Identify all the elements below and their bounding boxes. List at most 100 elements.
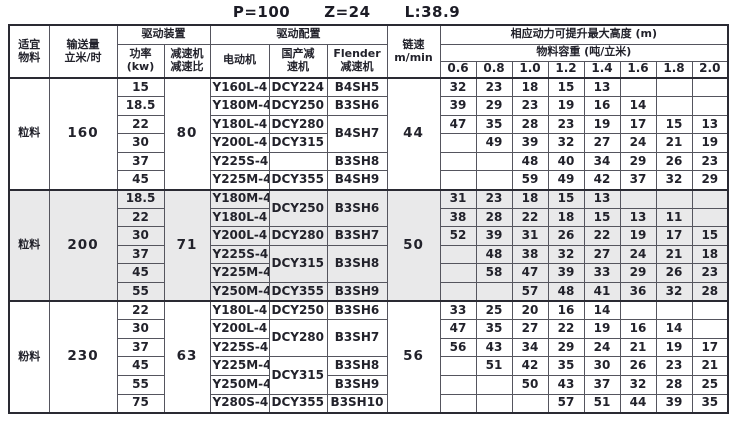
domestic-reducer-cell: DCY224: [268, 77, 328, 98]
height-cell: 32: [655, 170, 693, 191]
motor-cell: Y200L-4: [209, 319, 270, 339]
height-cell: 57: [547, 393, 585, 414]
height-cell: 22: [583, 226, 621, 246]
height-cell: [691, 77, 729, 98]
height-cell: [691, 188, 729, 209]
header-power: 功率 (kw): [116, 43, 165, 79]
domestic-reducer-cell: DCY280: [268, 114, 328, 135]
height-cell: 22: [547, 319, 585, 339]
motor-cell: Y180L-4: [209, 207, 270, 228]
domestic-reducer-cell: [268, 151, 328, 172]
flender-reducer-cell: B3SH9: [326, 375, 388, 395]
height-cell: 39: [475, 226, 513, 246]
height-cell: 28: [655, 375, 693, 395]
height-cell: 17: [691, 337, 729, 358]
height-cell: 42: [583, 170, 621, 191]
height-cell: 33: [439, 300, 477, 321]
height-cell: 13: [619, 207, 657, 228]
power-cell: 22: [116, 300, 165, 321]
height-cell: 21: [655, 244, 693, 265]
height-cell: 23: [511, 96, 549, 116]
motor-cell: Y250M-4: [209, 375, 270, 395]
chain-speed-cell: 50: [386, 188, 441, 302]
height-cell: 48: [511, 151, 549, 172]
power-cell: 55: [116, 282, 165, 302]
height-cell: 27: [583, 133, 621, 153]
height-cell: 32: [547, 133, 585, 153]
height-cell: 19: [583, 319, 621, 339]
height-cell: [439, 244, 477, 265]
height-cell: 39: [547, 263, 585, 284]
height-cell: 30: [583, 356, 621, 376]
header-domestic-reducer: 国产减 速机: [268, 43, 328, 79]
height-cell: 15: [691, 226, 729, 246]
height-cell: 47: [511, 263, 549, 284]
height-cell: 56: [439, 337, 477, 358]
power-cell: 37: [116, 244, 165, 265]
power-cell: 45: [116, 263, 165, 284]
height-cell: 47: [439, 114, 477, 135]
height-cell: 32: [547, 244, 585, 265]
height-cell: 18: [547, 207, 585, 228]
height-cell: 19: [691, 133, 729, 153]
header-density-1.6: 1.6: [619, 60, 657, 79]
power-cell: 30: [116, 133, 165, 153]
motor-cell: Y250M-4: [209, 282, 270, 302]
header-max-height: 相应动力可提升最大高度 (m): [439, 24, 729, 45]
height-cell: 29: [547, 337, 585, 358]
height-cell: 41: [583, 282, 621, 302]
domestic-reducer-cell: DCY250: [268, 300, 328, 321]
capacity-cell: 200: [48, 188, 118, 302]
flender-reducer-cell: B3SH7: [326, 226, 388, 246]
material-cell: 粉料: [8, 300, 50, 414]
height-cell: 28: [691, 282, 729, 302]
height-cell: [655, 96, 693, 116]
motor-cell: Y225S-4: [209, 244, 270, 265]
motor-cell: Y225M-4: [209, 170, 270, 191]
height-cell: 19: [619, 226, 657, 246]
flender-reducer-cell: B4SH7: [326, 114, 388, 153]
power-cell: 22: [116, 207, 165, 228]
height-cell: [619, 188, 657, 209]
height-cell: [655, 188, 693, 209]
motor-cell: Y160L-4: [209, 77, 270, 98]
height-cell: 49: [547, 170, 585, 191]
height-cell: 27: [511, 319, 549, 339]
power-cell: 18.5: [116, 188, 165, 209]
height-cell: 24: [619, 244, 657, 265]
height-cell: [475, 151, 513, 172]
motor-cell: Y225M-4: [209, 356, 270, 376]
height-cell: 51: [475, 356, 513, 376]
height-cell: 48: [547, 282, 585, 302]
height-cell: 26: [655, 151, 693, 172]
motor-cell: Y200L-4: [209, 226, 270, 246]
header-drive-device: 驱动装置: [116, 24, 211, 45]
height-cell: [439, 375, 477, 395]
height-cell: 14: [619, 96, 657, 116]
height-cell: 28: [475, 207, 513, 228]
height-cell: 50: [511, 375, 549, 395]
height-cell: 43: [475, 337, 513, 358]
drawing-title: P=100 Z=24 L:38.9: [0, 0, 715, 24]
height-cell: [619, 300, 657, 321]
height-cell: [655, 77, 693, 98]
power-cell: 75: [116, 393, 165, 414]
height-cell: 47: [439, 319, 477, 339]
height-cell: 39: [655, 393, 693, 414]
spec-table-body: 粒料 160 15 80 Y160L-4 DCY224 B4SH5 44 32 23 18 15 13 1…: [8, 77, 729, 414]
height-cell: 15: [547, 188, 585, 209]
motor-cell: Y180M-4: [209, 96, 270, 116]
power-cell: 55: [116, 375, 165, 395]
header-ratio: 减速机 减速比: [163, 43, 211, 79]
height-cell: 21: [619, 337, 657, 358]
height-cell: 48: [475, 244, 513, 265]
header-density-0.6: 0.6: [439, 60, 477, 79]
flender-reducer-cell: B3SH9: [326, 282, 388, 302]
height-cell: 18: [511, 77, 549, 98]
height-cell: 36: [619, 282, 657, 302]
ratio-cell: 63: [163, 300, 211, 414]
capacity-cell: 160: [48, 77, 118, 191]
height-cell: [691, 96, 729, 116]
height-cell: 18: [511, 188, 549, 209]
height-cell: 35: [475, 319, 513, 339]
